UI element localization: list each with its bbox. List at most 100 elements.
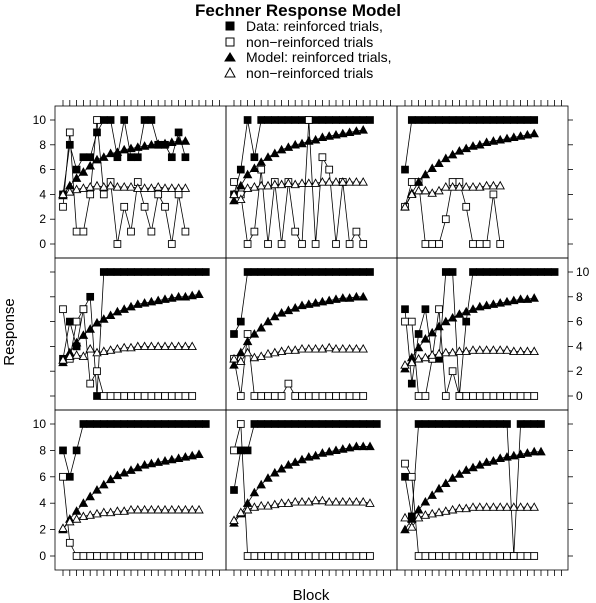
data-point-open-triangle [502, 502, 512, 511]
y-tick-label: 4 [39, 496, 46, 510]
data-point-open-square [120, 202, 129, 211]
data-point-filled-triangle [427, 163, 437, 173]
data-point-filled-triangle [529, 293, 539, 302]
data-point-filled-square [509, 116, 518, 124]
data-point-open-square [147, 392, 156, 400]
data-point-filled-square [421, 305, 430, 314]
data-point-open-square [455, 392, 464, 400]
data-point-filled-square [250, 153, 259, 162]
data-point-open-triangle [85, 182, 95, 191]
data-point-filled-square [311, 116, 320, 124]
data-point-open-square [106, 552, 115, 560]
data-point-filled-square [352, 116, 361, 124]
data-point-open-square [469, 552, 477, 560]
data-point-open-square [161, 202, 169, 211]
data-point-open-square [509, 552, 518, 560]
data-point-filled-square [201, 268, 210, 276]
data-point-open-square [113, 552, 122, 560]
data-point-filled-square [523, 420, 532, 428]
data-point-filled-triangle [441, 316, 451, 326]
data-point-open-square [230, 446, 238, 455]
data-point-open-triangle [112, 343, 123, 353]
data-point-filled-square [236, 165, 245, 174]
data-point-open-square [127, 227, 135, 236]
data-point-filled-triangle [529, 128, 539, 138]
panel-r2-c2 [229, 268, 374, 400]
data-point-filled-triangle [331, 445, 341, 455]
data-point-filled-triangle [297, 138, 307, 148]
data-point-filled-square [338, 116, 347, 124]
data-point-filled-triangle [153, 457, 163, 466]
data-point-open-triangle [447, 504, 458, 514]
data-point-filled-triangle [324, 131, 334, 140]
data-point-filled-square [257, 420, 266, 428]
data-point-filled-square [264, 420, 272, 428]
data-point-open-triangle [434, 185, 444, 195]
data-point-filled-square [86, 153, 95, 162]
data-point-filled-square [236, 446, 245, 455]
data-point-filled-square [338, 420, 347, 428]
data-point-filled-square [291, 420, 300, 428]
data-point-open-triangle [256, 500, 266, 510]
data-point-open-square [140, 202, 149, 211]
data-point-filled-square [441, 420, 450, 428]
data-point-filled-triangle [420, 496, 431, 506]
data-point-filled-square [496, 116, 505, 124]
data-point-filled-square [167, 420, 176, 428]
data-point-open-triangle [331, 343, 341, 353]
data-point-open-triangle [290, 496, 300, 506]
data-point-filled-triangle [194, 449, 204, 459]
data-point-open-square [311, 552, 320, 560]
data-point-filled-triangle [290, 139, 300, 149]
data-point-open-square [298, 552, 306, 560]
data-point-filled-square [120, 116, 129, 124]
data-point-filled-square [154, 420, 163, 428]
legend-marker-model-nonreinforced [224, 66, 236, 78]
data-point-open-triangle [167, 504, 177, 514]
data-point-filled-square [530, 268, 539, 276]
data-point-open-square [120, 552, 129, 560]
y-tick-label: 0 [39, 237, 46, 251]
data-point-open-square [188, 552, 197, 560]
data-point-filled-square [421, 420, 430, 428]
data-point-open-square [174, 190, 183, 199]
y-tick-label: 0 [39, 549, 46, 563]
data-point-open-square [79, 305, 88, 314]
data-point-filled-triangle [92, 485, 102, 494]
data-point-open-square [414, 552, 423, 560]
data-point-open-triangle [317, 343, 328, 353]
data-point-filled-triangle [331, 294, 341, 303]
data-point-filled-triangle [256, 157, 266, 166]
data-point-filled-triangle [434, 483, 444, 493]
data-point-filled-square [372, 420, 381, 428]
data-point-filled-square [469, 268, 477, 276]
data-point-open-square [65, 538, 74, 547]
data-point-filled-square [154, 268, 163, 276]
data-point-open-triangle [78, 351, 89, 360]
data-point-filled-square [414, 330, 423, 338]
data-point-open-triangle [317, 177, 328, 186]
data-point-filled-triangle [167, 454, 177, 464]
data-point-open-triangle [236, 507, 246, 517]
data-point-filled-triangle [139, 141, 150, 150]
data-point-open-square [489, 190, 498, 199]
data-point-open-square [496, 552, 505, 560]
data-point-filled-square [503, 268, 511, 276]
data-point-filled-square [201, 420, 210, 428]
data-point-open-square [359, 240, 368, 248]
data-point-open-square [291, 552, 300, 560]
data-point-open-square [59, 472, 67, 481]
data-point-filled-square [318, 268, 327, 276]
data-point-filled-square [133, 153, 142, 162]
data-point-filled-square [338, 268, 347, 276]
legend-label-data-reinforced: Data: reinforced trials, [246, 18, 383, 34]
data-point-open-square [59, 202, 67, 211]
data-point-open-square [304, 552, 313, 560]
data-point-open-triangle [495, 180, 505, 190]
panel-r1-c2 [229, 116, 374, 248]
data-point-filled-square [496, 268, 505, 276]
data-point-open-triangle [481, 180, 492, 190]
data-point-open-triangle [338, 343, 348, 353]
data-point-open-square [462, 202, 471, 211]
y-tick-label: 2 [576, 364, 583, 378]
